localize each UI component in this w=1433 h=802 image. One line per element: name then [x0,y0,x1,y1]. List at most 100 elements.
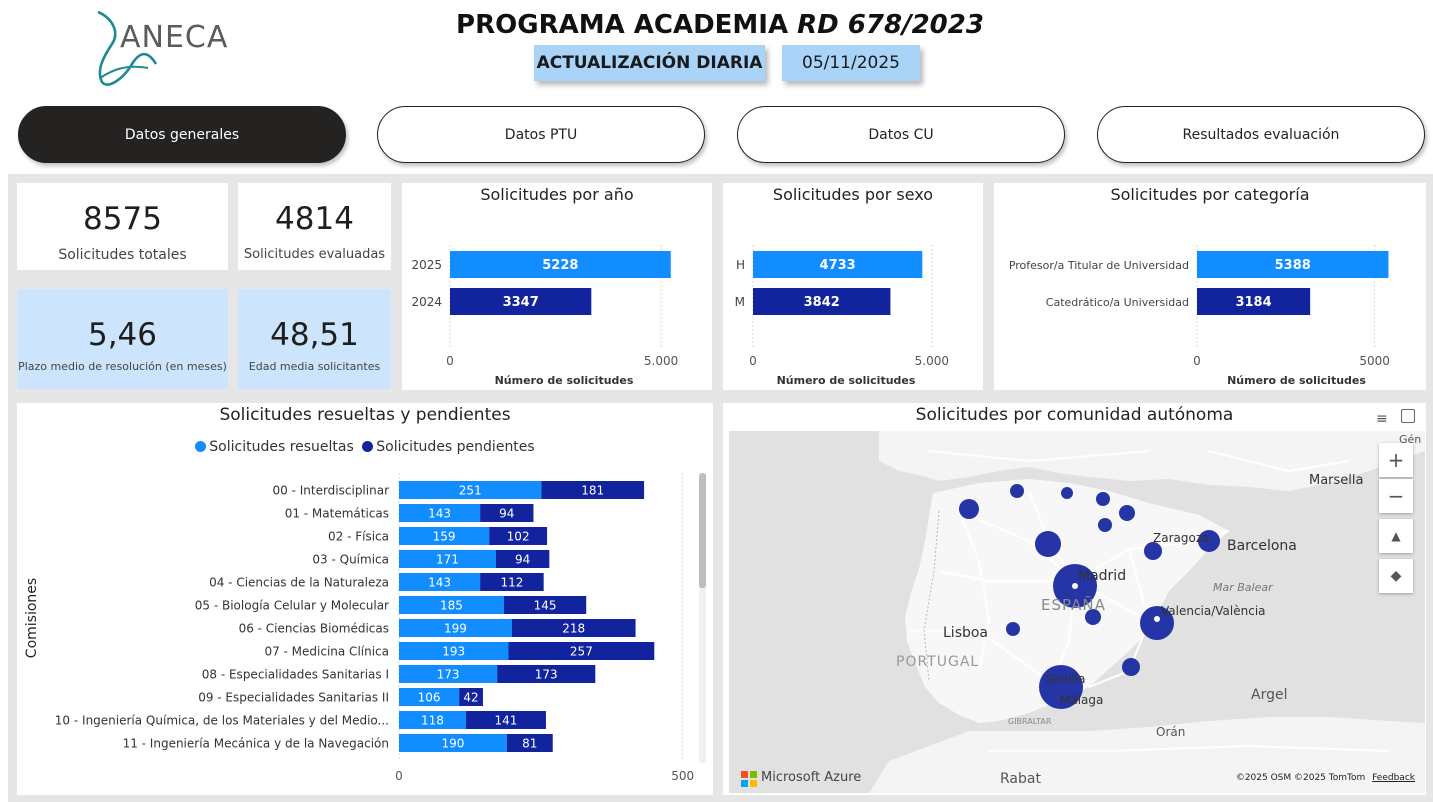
map-label-sevilla: Sevilla [1046,672,1086,686]
map-label-malaga: Málaga [1060,693,1104,707]
data-label: 190 [441,737,464,751]
title-italic: RD 678/2023 [797,10,984,40]
zoom-in-button[interactable]: + [1379,443,1413,477]
x-tick-label: 0 [1193,354,1201,368]
map-label-barcelona: Barcelona [1227,538,1297,554]
map-label-gibraltar: GIBRALTAR [1008,717,1052,726]
chart-title: Solicitudes por sexo [772,185,934,204]
tab-datos-generales[interactable]: Datos generales [18,106,346,163]
bar-Catedrático/a Universidad [1197,288,1311,315]
bar-segment-pendientes [541,481,645,499]
data-label: 112 [500,576,523,590]
aneca-logo-text: ANECA [120,20,229,55]
zoom-out-button[interactable]: − [1379,479,1413,513]
data-label: 257 [570,645,593,659]
bar-segment-pendientes [465,711,546,729]
kpi-label: Edad media solicitantes [248,360,381,373]
data-label: 5228 [542,258,578,273]
chart-scrollbar-thumb[interactable] [699,473,706,588]
chart-legend: Solicitudes resueltas Solicitudes pendie… [17,439,713,455]
map-bubble [1061,487,1073,499]
data-label: 173 [535,668,558,682]
kpi-edad-media: 48,51 Edad media solicitantes [238,289,391,389]
bar-segment-resueltas [399,688,460,706]
update-label: ACTUALIZACIÓN DIARIA [534,45,765,81]
data-label: 143 [428,576,451,590]
x-tick-label: 0 [446,354,454,368]
city-marker-madrid [1072,583,1078,589]
category-label: 05 - Biología Celular y Molecular [195,599,389,613]
kpi-value: 4814 [275,201,354,237]
chart-scrollbar[interactable] [699,473,706,763]
compass-button[interactable]: ◆ [1379,559,1413,593]
map-attribution: ©2025 OSM ©2025 TomTom Feedback [1236,773,1415,783]
kpi-solicitudes-totales: 8575 Solicitudes totales [17,183,228,270]
map-bubble [1085,609,1101,625]
land-africa [869,717,1425,793]
bar-2025 [450,251,671,278]
data-label: 143 [428,507,451,521]
data-label: 193 [442,645,465,659]
data-label: 102 [507,530,530,544]
map-canvas[interactable]: Madrid ESPAÑA Zaragoza Barcelona Valenci… [729,431,1425,793]
feedback-link[interactable]: Feedback [1372,773,1415,783]
tab-resultados-evaluacion[interactable]: Resultados evaluación [1097,106,1425,163]
category-label: 00 - Interdisciplinar [273,484,390,498]
filter-icon[interactable]: ≡ [1376,411,1388,427]
map-label-geneva: Gén [1399,433,1422,446]
kpi-solicitudes-evaluadas: 4814 Solicitudes evaluadas [238,183,391,270]
bar-segment-pendientes [459,688,483,706]
map-bubble [1198,530,1220,552]
bar-segment-resueltas [399,550,497,568]
category-label: 03 - Química [312,553,389,567]
aneca-logo: ANECA [90,8,265,88]
bar-segment-pendientes [506,734,553,752]
bar-segment-resueltas [399,504,481,522]
kpi-label: Solicitudes totales [58,247,187,263]
kpi-value: 5,46 [87,317,158,353]
x-tick-label: 500 [671,769,694,783]
bar-segment-resueltas [399,642,509,660]
category-label: M [735,295,745,309]
tab-datos-cu[interactable]: Datos CU [737,106,1065,163]
bar-Profesor/a Titular de Universidad [1197,251,1389,278]
category-label: 04 - Ciencias de la Naturaleza [209,576,389,590]
category-label: H [736,258,745,272]
tab-datos-ptu[interactable]: Datos PTU [377,106,705,163]
bar-segment-resueltas [399,619,512,637]
kpi-value: 8575 [83,201,162,237]
map-label-oran: Orán [1156,725,1186,739]
azure-label: Microsoft Azure [761,770,862,785]
category-label: 2024 [411,295,442,309]
data-label: 171 [436,553,459,567]
category-label: 07 - Medicina Clínica [264,645,389,659]
map-label-zaragoza: Zaragoza [1153,531,1210,545]
bar-2024 [450,288,592,315]
data-label: 4733 [820,258,856,273]
bar-segment-pendientes [497,665,596,683]
map-title: Solicitudes por comunidad autónoma [915,405,1234,425]
category-label: 01 - Matemáticas [285,507,389,521]
x-tick-label: 5.000 [644,354,678,368]
bar-segment-resueltas [399,665,498,683]
data-label: 185 [440,599,463,613]
map-label-valencia: Valencia/València [1161,604,1266,618]
map-svg [729,431,1425,793]
legend-label-resueltas: Solicitudes resueltas [209,439,354,455]
tilt-button[interactable]: ▲ [1379,519,1413,553]
update-date: 05/11/2025 [782,45,920,81]
chart-title: Solicitudes por categoría [1110,185,1310,204]
page-title: PROGRAMA ACADEMIA RD 678/2023 [420,10,1020,40]
chart-solicitudes-por-categoria: Solicitudes por categoría 0 5000 5388 Profe… [994,183,1426,390]
bar-H [753,251,923,278]
bar-segment-resueltas [399,711,466,729]
map-bubble [959,499,979,519]
map-bubble [1119,505,1135,521]
data-label: 42 [463,691,478,705]
x-tick-label: 0 [749,354,757,368]
chart-resueltas-pendientes: Solicitudes resueltas y pendientes Solic… [17,403,713,795]
expand-icon[interactable] [1401,409,1415,423]
bar-segment-resueltas [399,481,542,499]
category-label: 09 - Especialidades Sanitarias II [198,691,389,705]
chart-solicitudes-por-sexo: Solicitudes por sexo 0 5.000 4733 H 3842 M Núm… [723,183,983,390]
